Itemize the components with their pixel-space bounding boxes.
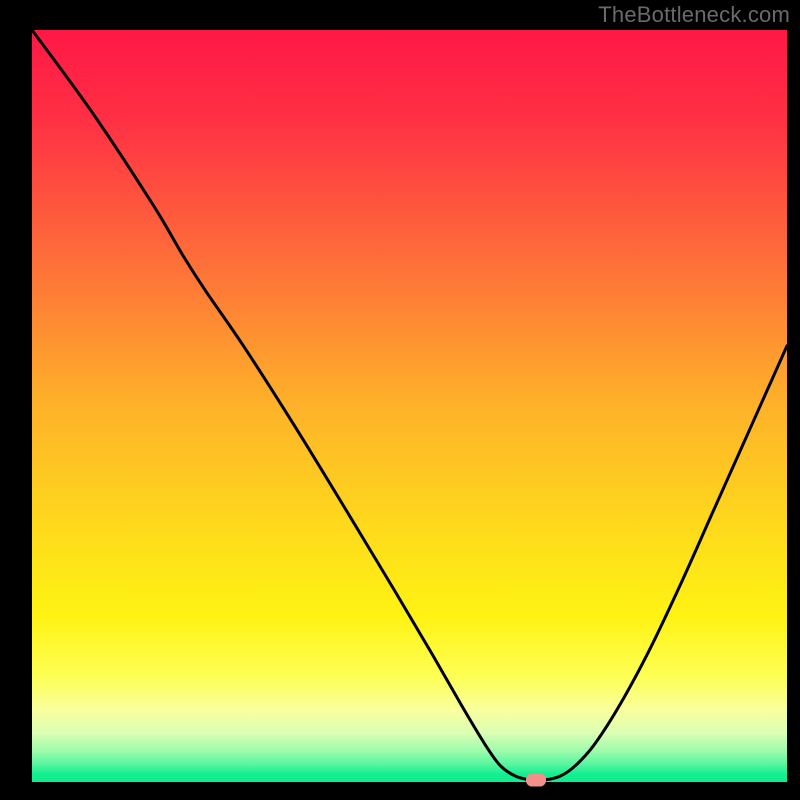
optimum-marker	[526, 773, 546, 786]
chart-frame: TheBottleneck.com	[0, 0, 800, 800]
plot-area	[32, 30, 787, 782]
watermark-text: TheBottleneck.com	[598, 2, 790, 28]
bottleneck-curve	[32, 30, 787, 782]
